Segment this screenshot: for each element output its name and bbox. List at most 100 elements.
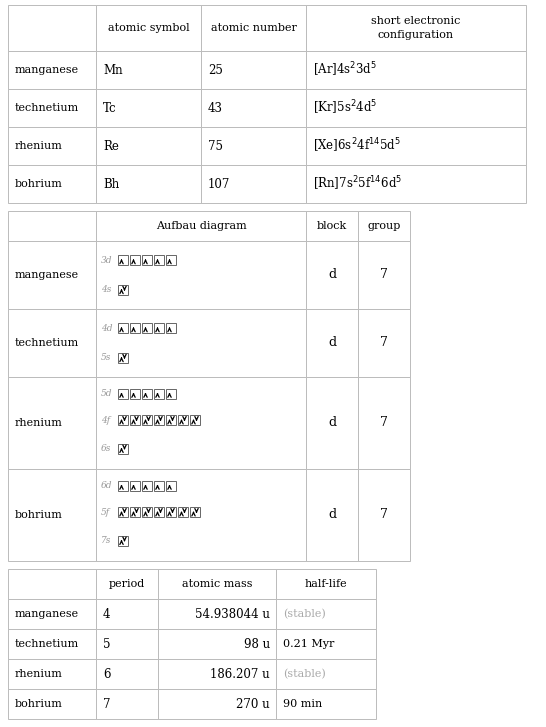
Bar	[142, 415, 152, 425]
Text: 7: 7	[380, 268, 388, 281]
Bar	[306, 469, 358, 561]
Text: 4d: 4d	[101, 324, 112, 332]
Text: Re: Re	[103, 140, 119, 153]
Bar	[118, 481, 128, 491]
Text: Aufbau diagram: Aufbau diagram	[156, 221, 246, 231]
Bar	[158, 629, 276, 659]
Bar	[8, 599, 96, 629]
Text: period: period	[109, 579, 145, 589]
Bar	[96, 241, 306, 309]
Bar	[358, 241, 410, 309]
Text: atomic number: atomic number	[211, 23, 296, 33]
Bar	[142, 255, 152, 265]
Text: 5s: 5s	[101, 353, 111, 363]
Text: 90 min: 90 min	[283, 699, 322, 709]
Bar	[8, 659, 96, 689]
Text: (stable): (stable)	[283, 608, 326, 619]
Bar	[8, 51, 96, 89]
Bar	[358, 377, 410, 469]
Text: 25: 25	[208, 63, 223, 76]
Bar	[118, 388, 128, 398]
Text: 7: 7	[103, 697, 110, 710]
Bar	[306, 51, 526, 89]
Bar	[154, 388, 164, 398]
Text: atomic mass: atomic mass	[182, 579, 252, 589]
Text: [Ar]4s$^{2}$3d$^{5}$: [Ar]4s$^{2}$3d$^{5}$	[313, 61, 377, 79]
Bar	[8, 309, 96, 377]
Text: 3d: 3d	[101, 255, 112, 265]
Bar	[358, 469, 410, 561]
Bar	[166, 388, 176, 398]
Bar	[130, 507, 140, 517]
Text: manganese: manganese	[15, 65, 79, 75]
Text: 98 u: 98 u	[244, 638, 270, 651]
Text: 7s: 7s	[101, 537, 111, 545]
Text: 5f: 5f	[101, 507, 110, 517]
Bar	[118, 507, 128, 517]
Text: technetium: technetium	[15, 639, 79, 649]
Bar	[96, 469, 306, 561]
Bar	[276, 629, 376, 659]
Text: 270 u: 270 u	[236, 697, 270, 710]
Text: 75: 75	[208, 140, 223, 153]
Text: 6: 6	[103, 667, 110, 680]
Bar	[142, 323, 152, 333]
Text: bohrium: bohrium	[15, 179, 63, 189]
Text: d: d	[328, 508, 336, 521]
Text: [Kr]5s$^{2}$4d$^{5}$: [Kr]5s$^{2}$4d$^{5}$	[313, 99, 377, 117]
Text: rhenium: rhenium	[15, 418, 63, 428]
Text: 43: 43	[208, 102, 223, 114]
Bar	[118, 285, 128, 295]
Bar	[8, 569, 96, 599]
Bar	[142, 388, 152, 398]
Text: Tc: Tc	[103, 102, 117, 114]
Bar	[154, 507, 164, 517]
Bar	[8, 165, 96, 203]
Bar	[96, 89, 201, 127]
Bar	[118, 255, 128, 265]
Text: 0.21 Myr: 0.21 Myr	[283, 639, 334, 649]
Text: manganese: manganese	[15, 270, 79, 280]
Text: block: block	[317, 221, 347, 231]
Bar	[8, 689, 96, 719]
Bar	[8, 89, 96, 127]
Bar	[96, 51, 201, 89]
Bar	[158, 599, 276, 629]
Text: 6d: 6d	[101, 481, 112, 490]
Text: [Rn]7s$^{2}$5f$^{14}$6d$^{5}$: [Rn]7s$^{2}$5f$^{14}$6d$^{5}$	[313, 174, 402, 193]
Text: 7: 7	[380, 508, 388, 521]
Bar	[154, 255, 164, 265]
Bar	[201, 165, 306, 203]
Bar	[96, 569, 158, 599]
Bar	[154, 323, 164, 333]
Text: technetium: technetium	[15, 338, 79, 348]
Text: 5d: 5d	[101, 389, 112, 398]
Bar	[96, 127, 201, 165]
Text: 4s: 4s	[101, 286, 111, 294]
Bar	[118, 415, 128, 425]
Text: technetium: technetium	[15, 103, 79, 113]
Text: manganese: manganese	[15, 609, 79, 619]
Text: 54.938044 u: 54.938044 u	[195, 608, 270, 621]
Text: 4f: 4f	[101, 416, 110, 425]
Bar	[8, 127, 96, 165]
Bar	[130, 255, 140, 265]
Text: 7: 7	[380, 417, 388, 430]
Text: short electronic
configuration: short electronic configuration	[371, 17, 461, 39]
Bar	[166, 507, 176, 517]
Bar	[201, 127, 306, 165]
Bar	[118, 353, 128, 363]
Text: half-life: half-life	[305, 579, 347, 589]
Bar	[154, 481, 164, 491]
Text: 186.207 u: 186.207 u	[210, 667, 270, 680]
Bar	[130, 323, 140, 333]
Bar	[96, 211, 306, 241]
Bar	[8, 629, 96, 659]
Bar	[118, 323, 128, 333]
Bar	[96, 5, 201, 51]
Bar	[276, 569, 376, 599]
Bar	[96, 377, 306, 469]
Text: atomic symbol: atomic symbol	[108, 23, 189, 33]
Text: 6s: 6s	[101, 444, 111, 453]
Text: (stable): (stable)	[283, 669, 326, 679]
